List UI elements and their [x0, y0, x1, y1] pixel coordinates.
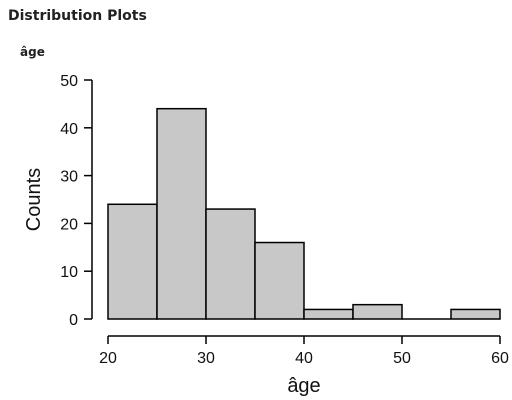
histogram-bar	[254, 241, 305, 320]
histogram-bar	[303, 308, 354, 320]
histogram-bar	[352, 303, 403, 320]
histogram-bar	[205, 208, 256, 320]
x-tick-label: 20	[99, 350, 117, 367]
y-tick-label: 40	[60, 121, 78, 138]
y-tick-label: 20	[60, 216, 78, 233]
plot-title: âge	[20, 45, 45, 59]
histogram-bar	[156, 107, 207, 320]
section-title: Distribution Plots	[8, 8, 147, 24]
y-tick-label: 10	[60, 264, 78, 281]
x-tick-label: 50	[393, 350, 411, 367]
histogram-bar	[450, 308, 501, 320]
y-axis-title: Counts	[23, 168, 45, 231]
histogram-bar	[107, 203, 158, 320]
x-tick-label: 30	[197, 350, 215, 367]
y-tick-label: 30	[60, 169, 78, 186]
x-tick-label: 40	[295, 350, 313, 367]
x-tick-label: 60	[491, 350, 509, 367]
x-axis-title: âge	[287, 375, 320, 397]
y-tick-label: 0	[69, 312, 78, 329]
y-tick-label: 50	[60, 73, 78, 90]
